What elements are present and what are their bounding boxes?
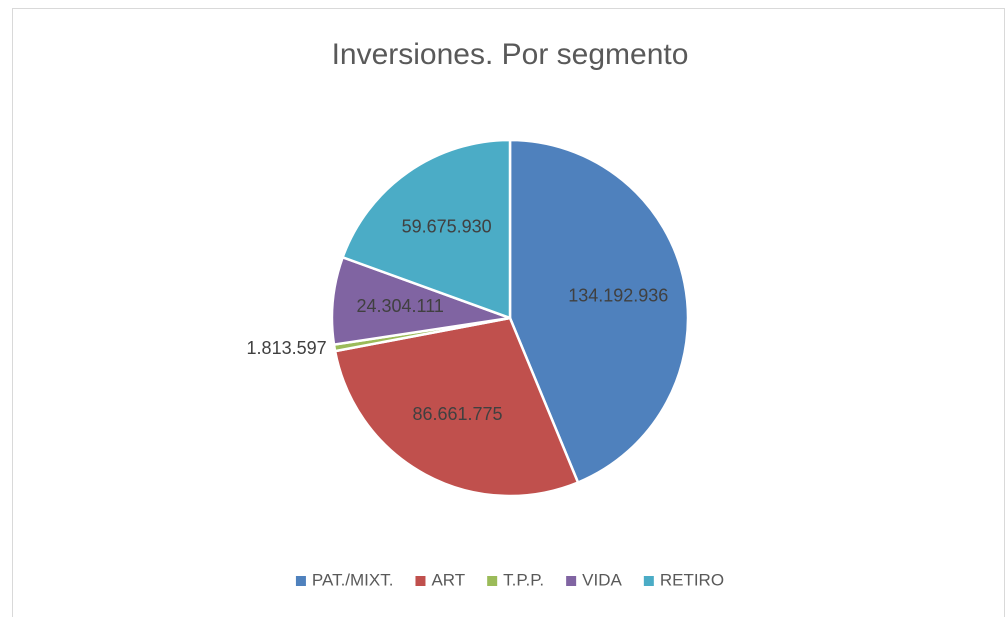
legend-label: PAT./MIXT. — [312, 570, 394, 589]
pie-slice — [333, 316, 580, 498]
legend-label: RETIRO — [660, 570, 724, 589]
legend-label: VIDA — [582, 570, 622, 589]
data-label: 86.661.775 — [412, 404, 502, 424]
legend-label: ART — [431, 570, 465, 589]
data-label: 59.675.930 — [402, 216, 492, 236]
data-label: 134.192.936 — [568, 285, 668, 305]
pie-slice — [508, 138, 690, 485]
legend-marker — [643, 576, 654, 586]
legend-marker — [415, 576, 426, 586]
data-label: 24.304.111 — [356, 296, 443, 316]
legend-marker — [295, 576, 306, 586]
data-label: 1.813.597 — [247, 338, 327, 358]
chart-title: Inversiones. Por segmento — [332, 38, 689, 71]
legend-marker — [487, 576, 498, 586]
legend-label: T.P.P. — [503, 570, 544, 589]
pie-slice — [341, 138, 512, 320]
legend-marker — [566, 576, 577, 586]
